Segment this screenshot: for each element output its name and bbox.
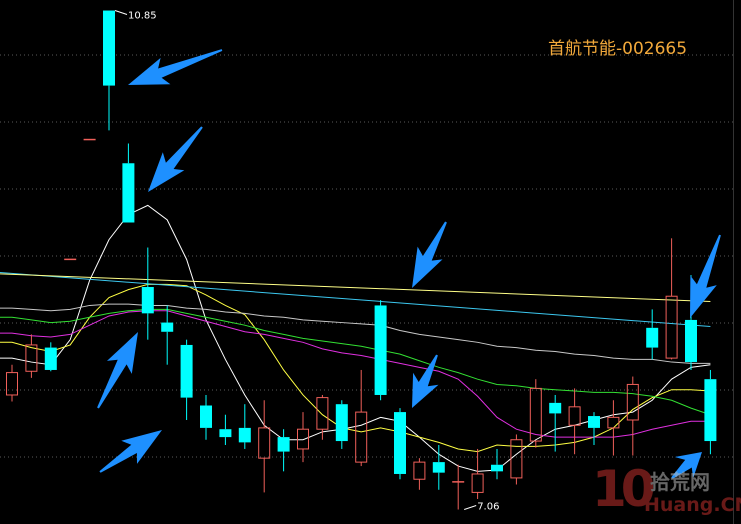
price-annotation: 10.85 bbox=[128, 11, 157, 22]
candle-body bbox=[44, 347, 57, 370]
arrow-icon bbox=[128, 49, 223, 85]
candle bbox=[335, 400, 348, 449]
candle-body bbox=[355, 411, 368, 463]
candle-body bbox=[122, 163, 135, 223]
candle-body bbox=[25, 344, 38, 372]
arrow-icon bbox=[148, 126, 203, 192]
candle bbox=[238, 404, 251, 449]
moving-average-line bbox=[0, 273, 711, 302]
moving-average-line bbox=[0, 308, 711, 416]
arrow-icon bbox=[671, 452, 702, 479]
candle-body bbox=[161, 322, 174, 332]
price-annotation: 7.06 bbox=[477, 502, 499, 513]
candle bbox=[141, 247, 154, 340]
candle-body bbox=[510, 439, 523, 479]
candle bbox=[588, 412, 600, 446]
candle bbox=[394, 408, 406, 480]
candle-body bbox=[529, 387, 542, 442]
moving-average-line bbox=[0, 283, 711, 453]
candle-body bbox=[588, 416, 600, 428]
candle-body bbox=[277, 437, 290, 452]
candle bbox=[44, 342, 57, 372]
candle bbox=[626, 376, 639, 456]
candle-body bbox=[413, 461, 426, 480]
candle-body bbox=[394, 412, 406, 474]
candle-body bbox=[103, 10, 115, 86]
annotation-leader bbox=[464, 505, 477, 510]
candle bbox=[122, 143, 135, 223]
candle bbox=[646, 309, 659, 360]
candle-body bbox=[549, 402, 562, 414]
candle bbox=[316, 394, 329, 440]
candle-body bbox=[665, 295, 678, 359]
candle bbox=[277, 429, 290, 472]
candle-body bbox=[432, 462, 445, 473]
candle-body bbox=[297, 428, 309, 450]
candle-body bbox=[238, 427, 251, 443]
candle bbox=[103, 10, 115, 131]
candle bbox=[471, 448, 484, 499]
candle-body bbox=[704, 379, 717, 442]
candle bbox=[510, 434, 523, 485]
candle bbox=[432, 445, 445, 490]
candle-body bbox=[626, 383, 639, 421]
candle bbox=[607, 400, 620, 456]
candle-body bbox=[471, 473, 484, 493]
arrow-icon bbox=[690, 234, 721, 318]
moving-average-line bbox=[0, 303, 711, 364]
candle-body bbox=[219, 429, 232, 438]
candle bbox=[665, 238, 678, 360]
candle-body bbox=[374, 305, 387, 395]
candle-body bbox=[6, 372, 18, 396]
candle bbox=[374, 300, 387, 401]
candle bbox=[529, 379, 542, 448]
candle-body bbox=[607, 416, 620, 429]
candle bbox=[258, 400, 271, 493]
candle bbox=[568, 388, 581, 455]
arrow-icon bbox=[412, 221, 447, 288]
candle bbox=[491, 448, 503, 480]
moving-average-line bbox=[0, 272, 711, 328]
candle-body bbox=[646, 327, 659, 348]
candle-body bbox=[180, 344, 193, 398]
candle bbox=[413, 458, 426, 490]
candle bbox=[452, 464, 465, 510]
candle-body bbox=[491, 464, 503, 472]
candle bbox=[355, 369, 368, 467]
candle-body bbox=[568, 406, 581, 426]
candle bbox=[297, 412, 309, 463]
candle-body bbox=[141, 287, 154, 314]
candle-body bbox=[685, 319, 697, 363]
candle bbox=[161, 305, 174, 365]
candle bbox=[200, 394, 212, 440]
candle-body bbox=[200, 405, 212, 428]
candle bbox=[704, 369, 717, 455]
candle-body bbox=[335, 404, 348, 442]
candle bbox=[549, 394, 562, 452]
candle-body bbox=[316, 397, 329, 430]
arrow-icon bbox=[97, 332, 138, 409]
moving-average-line bbox=[0, 310, 711, 438]
arrow-icon bbox=[412, 354, 439, 408]
annotation-leader bbox=[114, 10, 128, 16]
candle bbox=[219, 414, 232, 446]
candle bbox=[25, 334, 38, 378]
candle bbox=[180, 339, 193, 420]
candle bbox=[6, 364, 18, 402]
chart-title: 首航节能-002665 bbox=[548, 39, 688, 59]
candle-body bbox=[258, 427, 271, 459]
arrow-icon bbox=[99, 430, 162, 473]
